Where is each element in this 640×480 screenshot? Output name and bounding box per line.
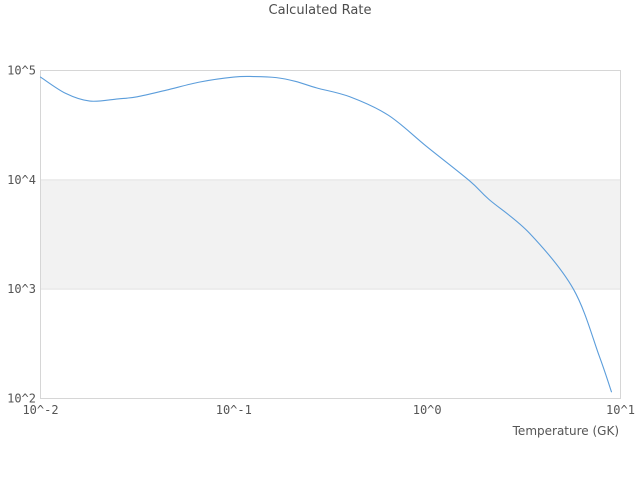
x-tick-label-1e-2: 10^-2 bbox=[22, 403, 58, 417]
y-tick-label-1e2: 10^2 bbox=[7, 392, 36, 406]
x-axis-label: Temperature (GK) bbox=[512, 424, 619, 438]
shaded-band bbox=[40, 179, 621, 290]
plot-border bbox=[40, 70, 621, 399]
y-tick-label-1e3: 10^3 bbox=[7, 282, 36, 296]
chart-title: Calculated Rate bbox=[268, 3, 372, 18]
rate-line bbox=[39, 75, 613, 393]
y-tick-labels: 10^5 10^4 10^3 10^2 bbox=[7, 64, 36, 406]
x-tick-label-1e-1: 10^-1 bbox=[216, 403, 252, 417]
x-tick-labels: 10^-2 10^-1 10^0 10^1 bbox=[22, 403, 635, 417]
x-tick-label-1e0: 10^0 bbox=[413, 403, 442, 417]
y-tick-label-1e4: 10^4 bbox=[7, 173, 36, 187]
y-tick-label-1e5: 10^5 bbox=[7, 64, 36, 78]
x-tick-label-1e1: 10^1 bbox=[606, 403, 635, 417]
